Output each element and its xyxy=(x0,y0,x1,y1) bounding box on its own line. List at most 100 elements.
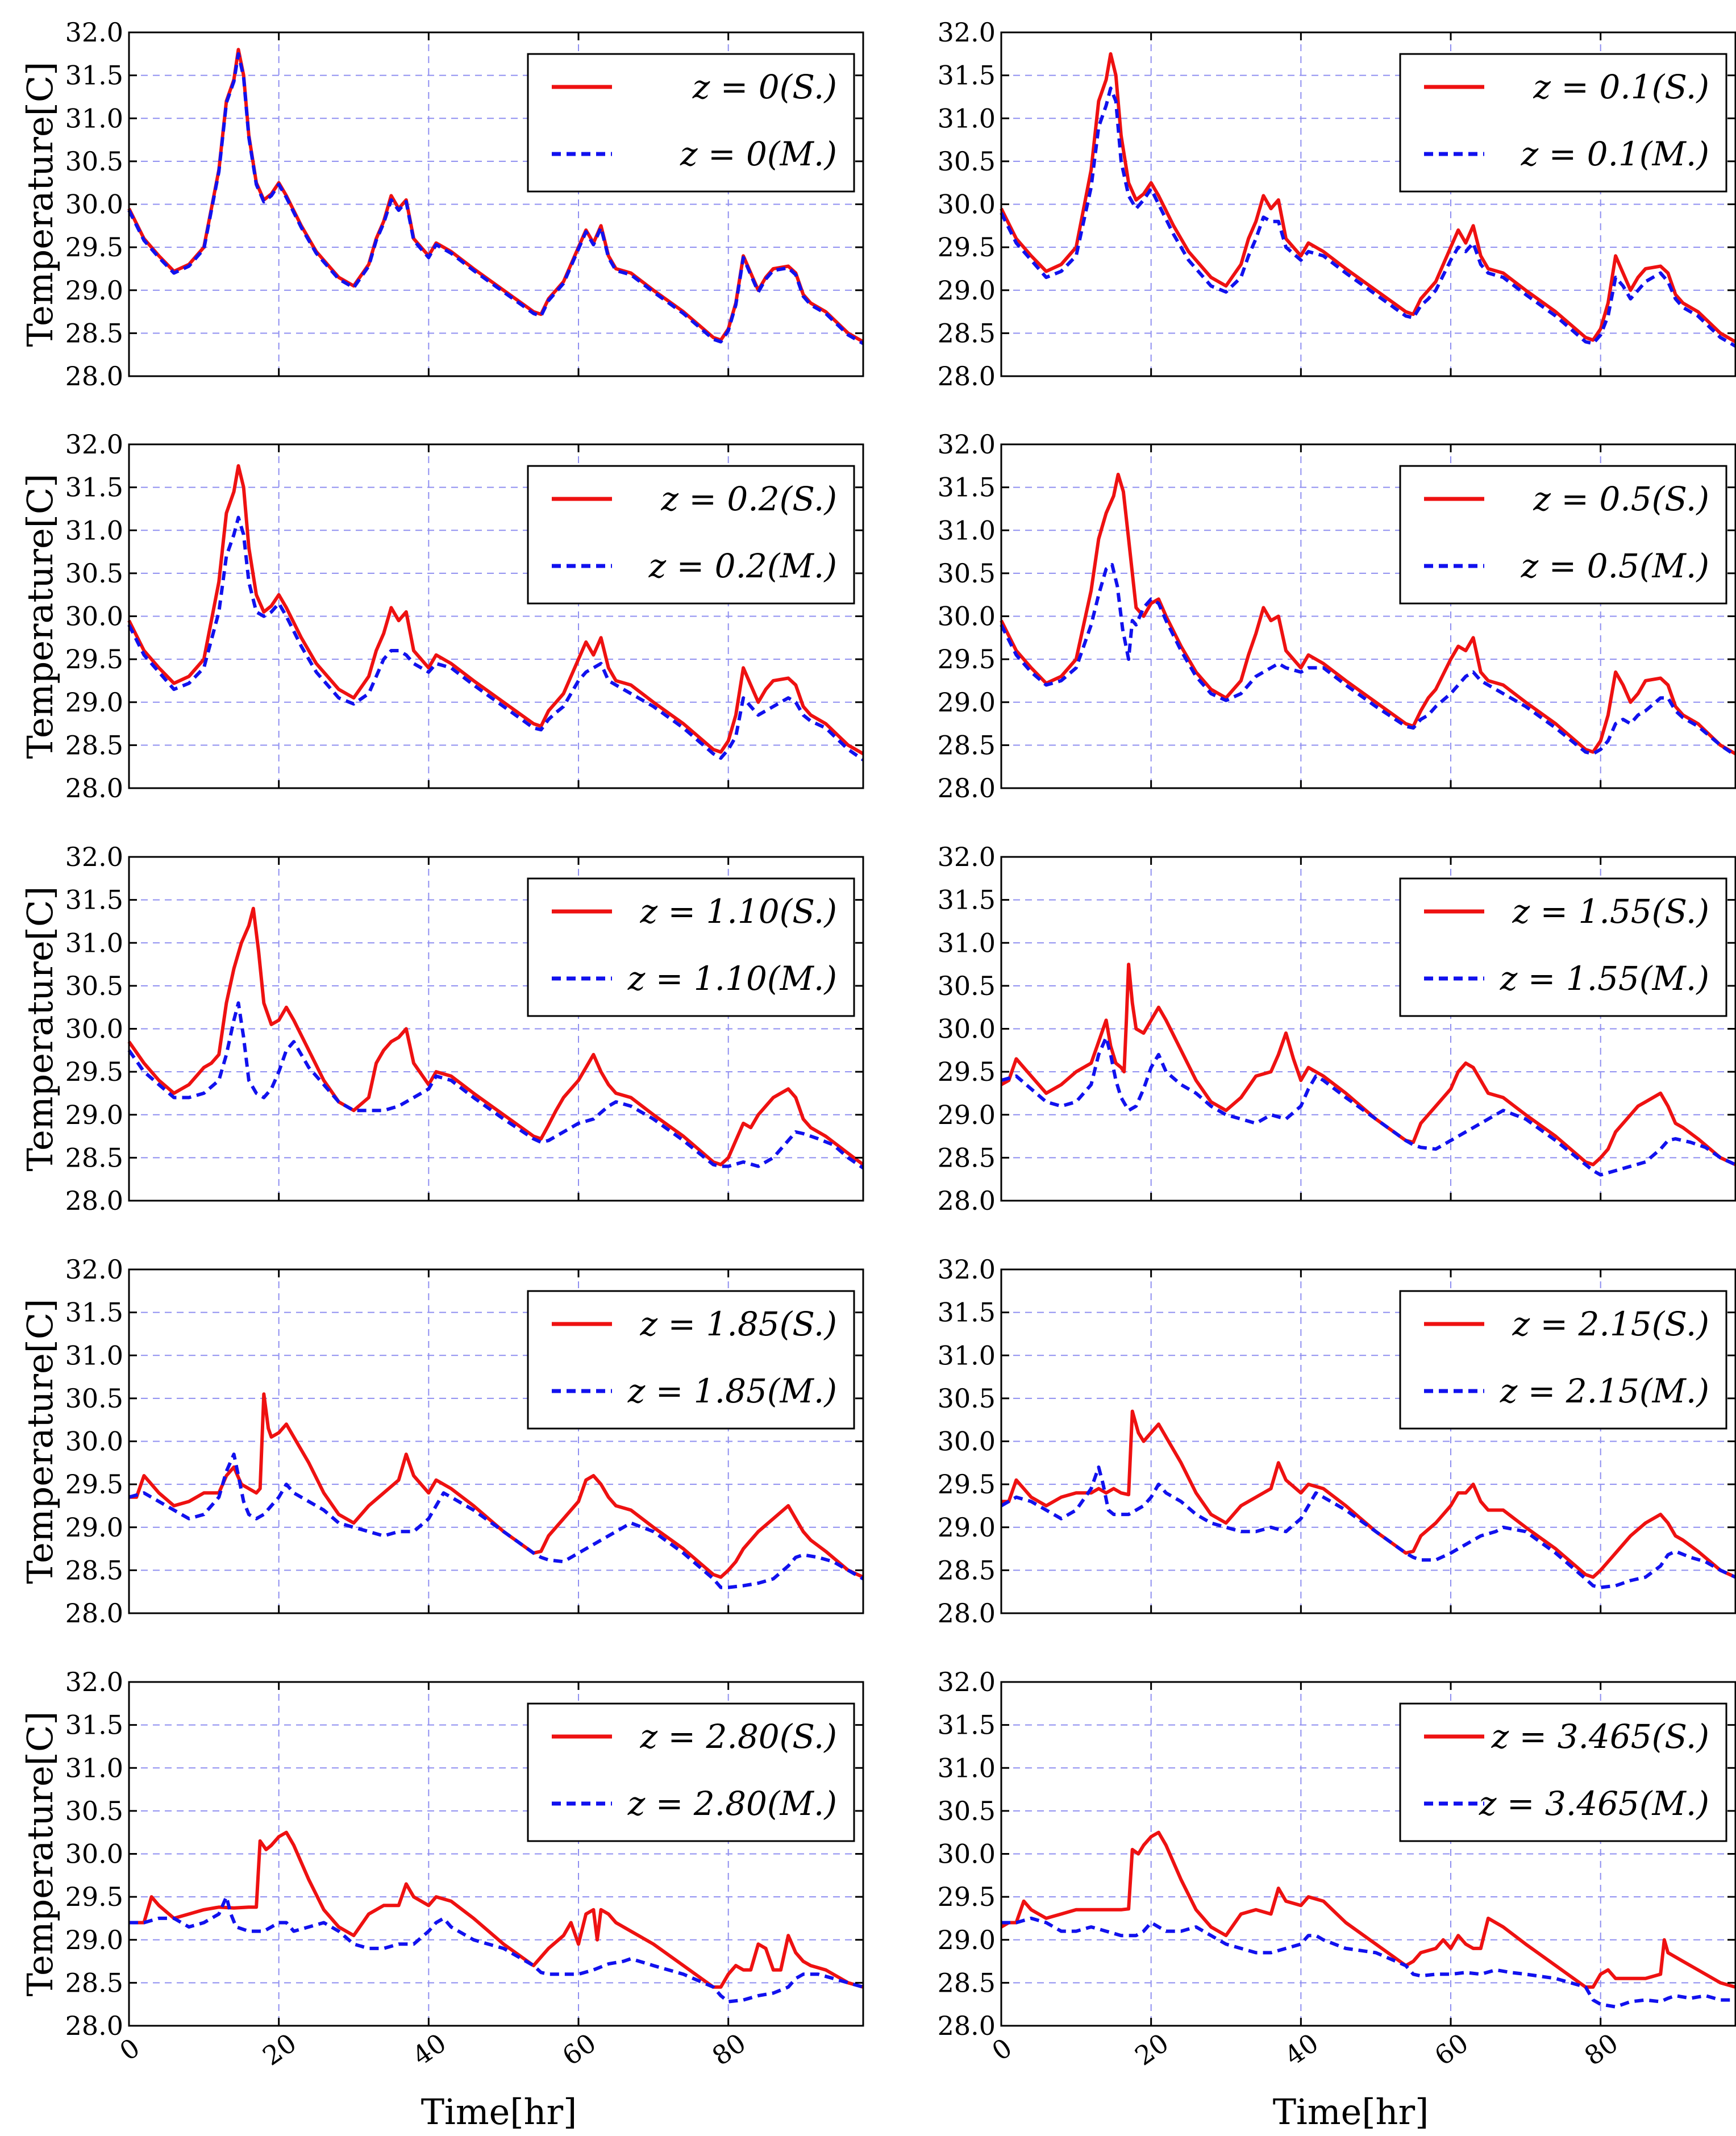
legend-label: z = 0.2(M.) xyxy=(648,547,837,585)
y-tick-label: 28.0 xyxy=(65,1598,123,1629)
y-tick-label: 28.5 xyxy=(938,1555,996,1585)
y-tick-label: 30.5 xyxy=(938,558,996,589)
y-tick-label: 28.5 xyxy=(938,318,996,348)
legend-label: z = 0.1(M.) xyxy=(1521,135,1709,173)
y-tick-label: 28.5 xyxy=(938,1967,996,1998)
series-line-model xyxy=(1000,563,1736,757)
y-tick-label: 30.0 xyxy=(65,1426,123,1457)
series-line-simulation xyxy=(127,464,864,756)
y-tick-label: 30.0 xyxy=(65,189,123,220)
subplot-5: 28.0 28.5 29.0 29.5 30.0 30.5 31.0 31.5 32.0 z = … xyxy=(938,842,1736,1216)
y-tick-label: 28.5 xyxy=(65,730,123,760)
legend-box xyxy=(1399,465,1727,605)
y-tick-label: 29.5 xyxy=(938,1881,996,1912)
subplot-3: 28.0 28.5 29.0 29.5 30.0 30.5 31.0 31.5 32.0 z = … xyxy=(938,429,1736,803)
y-tick-label: 30.0 xyxy=(65,1839,123,1869)
y-tick-label: 29.5 xyxy=(65,1469,123,1500)
y-tick-label: 28.5 xyxy=(938,1142,996,1173)
y-tick-label: 29.5 xyxy=(65,644,123,674)
y-tick-label: 32.0 xyxy=(65,1254,123,1285)
y-tick-label: 30.5 xyxy=(938,971,996,1001)
legend-label: z = 1.85(S.) xyxy=(639,1305,837,1343)
series-line-model xyxy=(1001,1916,1735,2009)
y-tick-label: 31.5 xyxy=(938,472,996,503)
y-tick-label: 32.0 xyxy=(65,1667,123,1697)
legend-box xyxy=(1399,877,1727,1017)
y-tick-label: 28.0 xyxy=(938,1598,996,1629)
legend-label: z = 0.2(S.) xyxy=(660,480,837,518)
legend-box xyxy=(1399,1290,1727,1430)
series-line-simulation xyxy=(1000,472,1736,756)
y-tick-label: 29.0 xyxy=(938,687,996,718)
y-tick-label: 29.0 xyxy=(65,1512,123,1543)
series-line-model xyxy=(1001,1035,1736,1177)
series-line-simulation xyxy=(127,906,864,1167)
series-line-simulation xyxy=(129,1830,864,1989)
y-tick-label: 29.5 xyxy=(938,232,996,263)
legend: z = 0.5(S.) z = 0.5(M.) xyxy=(1399,465,1727,605)
y-tick-label: 31.0 xyxy=(938,927,996,958)
y-tick-label: 28.5 xyxy=(938,730,996,760)
y-tick-label: 31.0 xyxy=(65,1752,123,1783)
y-tick-label: 28.5 xyxy=(65,1967,123,1998)
y-tick-label: 31.0 xyxy=(65,515,123,546)
legend: z = 0(S.) z = 0(M.) xyxy=(527,53,855,193)
y-tick-label: 29.0 xyxy=(938,1512,996,1543)
y-tick-label: 28.0 xyxy=(65,773,123,803)
y-tick-label: 28.0 xyxy=(65,1185,123,1216)
y-tick-label: 30.0 xyxy=(938,1014,996,1044)
series-line-model xyxy=(128,1452,864,1589)
y-tick-label: 30.0 xyxy=(938,1426,996,1457)
y-tick-label: 29.5 xyxy=(65,1056,123,1087)
y-tick-label: 29.5 xyxy=(938,1056,996,1087)
y-tick-label: 28.0 xyxy=(65,361,123,392)
series-line-simulation xyxy=(1000,963,1736,1167)
subplot-9: 28.028.529.029.530.030.531.031.532.00 20 4… xyxy=(938,1667,1736,2072)
y-tick-label: 29.0 xyxy=(938,1925,996,1955)
legend-label: z = 3.465(S.) xyxy=(1491,1717,1709,1756)
series-line-model xyxy=(127,52,864,345)
y-tick-label: 31.5 xyxy=(65,472,123,503)
legend-label: z = 1.85(M.) xyxy=(627,1372,837,1410)
y-axis-label: Temperature[C] xyxy=(19,886,61,1172)
y-tick-label: 31.5 xyxy=(65,60,123,91)
subplot-0: 28.0 28.5 29.0 29.5 30.0 30.5 31.0 31.5 32.0Temp… xyxy=(19,17,864,392)
y-tick-label: 28.0 xyxy=(938,2010,996,2041)
y-tick-label: 29.5 xyxy=(938,1469,996,1500)
subplot-2: 28.0 28.5 29.0 29.5 30.0 30.5 31.0 31.5 32.0Temp… xyxy=(19,429,864,803)
legend: z = 2.15(S.) z = 2.15(M.) xyxy=(1399,1290,1727,1430)
y-tick-label: 30.5 xyxy=(65,971,123,1001)
y-tick-label: 30.5 xyxy=(938,1796,996,1826)
legend-label: z = 2.80(S.) xyxy=(639,1717,837,1756)
y-tick-label: 31.5 xyxy=(65,885,123,915)
y-tick-label: 28.0 xyxy=(938,773,996,803)
legend-box xyxy=(527,465,855,605)
series-line-simulation xyxy=(1000,52,1736,344)
y-tick-label: 28.5 xyxy=(65,1555,123,1585)
y-tick-label: 29.0 xyxy=(938,275,996,306)
series-line-simulation xyxy=(129,1392,864,1579)
legend: z = 2.80(S.) z = 2.80(M.) xyxy=(527,1702,855,1842)
y-tick-label: 31.5 xyxy=(938,1710,996,1741)
y-axis-label: Temperature[C] xyxy=(19,1299,61,1584)
y-tick-label: 31.5 xyxy=(65,1710,123,1741)
legend-box xyxy=(527,1702,855,1842)
legend-label: z = 0.5(S.) xyxy=(1533,480,1709,518)
y-tick-label: 29.0 xyxy=(938,1100,996,1130)
y-tick-label: 29.5 xyxy=(65,1881,123,1912)
series-line-model xyxy=(1000,1465,1736,1589)
y-axis-label: Temperature[C] xyxy=(19,62,61,347)
y-tick-label: 31.0 xyxy=(938,1340,996,1371)
series-line-model xyxy=(1000,86,1736,348)
subplot-6: 28.0 28.5 29.0 29.5 30.0 30.5 31.0 31.5 32.0Temp… xyxy=(19,1254,864,1629)
legend-label: z = 2.15(S.) xyxy=(1512,1305,1709,1343)
legend-label: z = 0.5(M.) xyxy=(1521,547,1709,585)
series-line-model xyxy=(129,1895,864,2004)
legend-box xyxy=(527,53,855,193)
y-tick-label: 32.0 xyxy=(65,842,123,872)
legend-box xyxy=(527,1290,855,1430)
subplot-7: 28.0 28.5 29.0 29.5 30.0 30.5 31.0 31.5 32.0 z = … xyxy=(938,1254,1736,1629)
legend-label: z = 3.465(M.) xyxy=(1479,1784,1709,1823)
y-axis-label: Temperature[C] xyxy=(19,474,61,759)
